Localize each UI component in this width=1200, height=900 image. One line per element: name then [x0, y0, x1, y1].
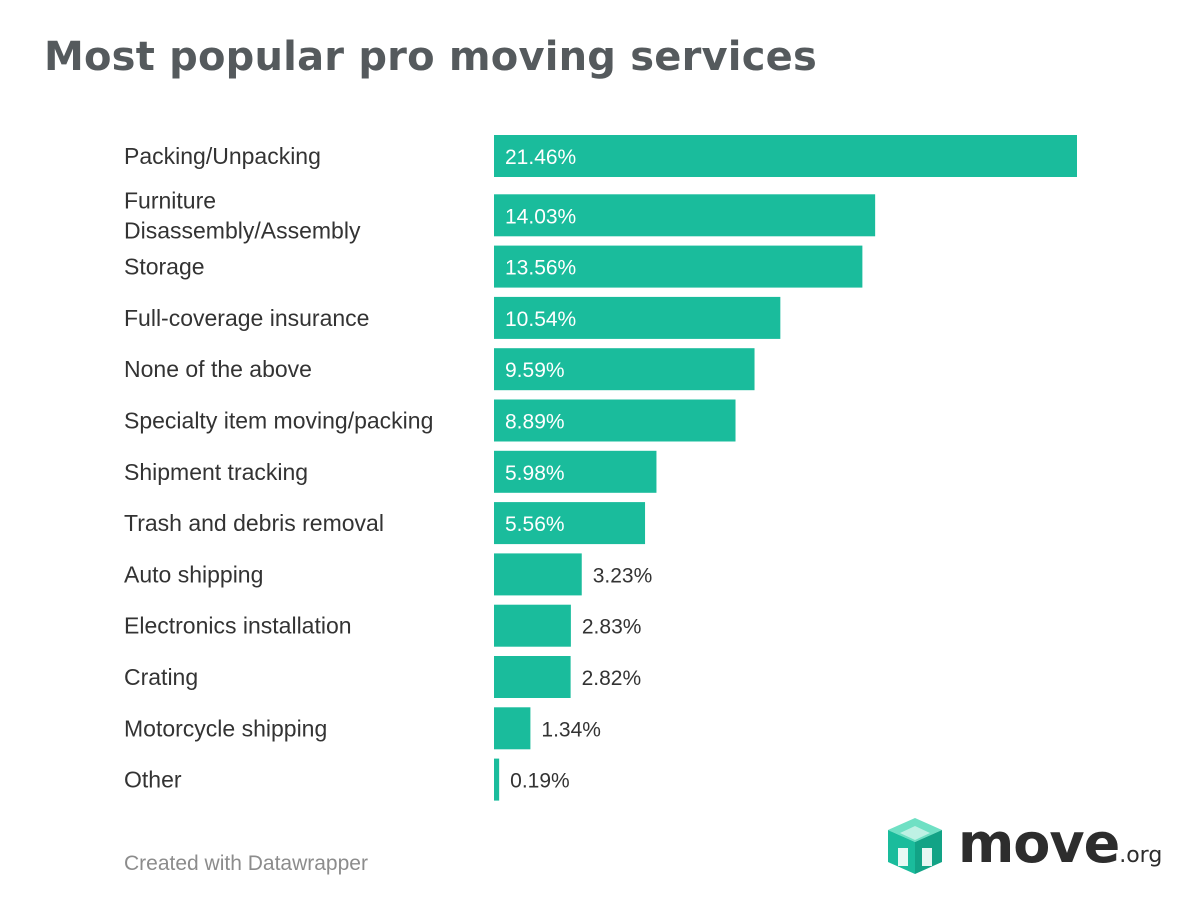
bar-motorcycle-shipping[interactable] [494, 707, 531, 750]
bar-packing-unpacking[interactable] [494, 135, 1077, 177]
value-label-other: 0.19% [510, 770, 570, 793]
value-label-trash-and-debris-removal: 5.56% [505, 513, 565, 536]
value-label-specialty-item-moving-packing: 8.89% [505, 411, 565, 434]
bar-auto-shipping[interactable] [494, 553, 582, 596]
category-label-other: Other [124, 767, 182, 793]
value-label-none-of-the-above: 9.59% [505, 359, 565, 382]
value-label-full-coverage-insurance: 10.54% [505, 308, 576, 331]
value-label-storage: 13.56% [505, 257, 576, 280]
datawrapper-credit[interactable]: Created with Datawrapper [124, 852, 368, 875]
value-label-shipment-tracking: 5.98% [505, 462, 565, 485]
bar-trash-and-debris-removal[interactable] [494, 502, 646, 545]
bar-crating[interactable] [494, 656, 571, 698]
value-label-crating: 2.82% [582, 667, 642, 690]
bar-shipment-tracking[interactable] [494, 450, 657, 493]
category-label-packing-unpacking: Packing/Unpacking [124, 143, 321, 169]
move-org-cube-icon [888, 818, 942, 874]
value-label-motorcycle-shipping: 1.34% [541, 718, 601, 741]
value-label-packing-unpacking: 21.46% [505, 146, 576, 169]
category-label-full-coverage-insurance: Full-coverage insurance [124, 305, 369, 331]
category-label-trash-and-debris-removal: Trash and debris removal [124, 510, 384, 536]
category-label-storage: Storage [124, 254, 205, 280]
bar-furniture-disassembly-assembly[interactable] [494, 194, 876, 237]
logo-wordmark: move.org [958, 812, 1162, 875]
logo-word: move [958, 812, 1120, 875]
chart-title: Most popular pro moving services [44, 34, 817, 80]
category-label-motorcycle-shipping: Motorcycle shipping [124, 715, 327, 741]
category-label-furniture-disassembly-assembly: Furniture Disassembly/Assembly [124, 187, 361, 243]
logo-tld: .org [1119, 843, 1163, 868]
category-label-auto-shipping: Auto shipping [124, 561, 263, 587]
category-label-crating: Crating [124, 664, 198, 690]
category-label-electronics-installation: Electronics installation [124, 613, 352, 639]
category-label-none-of-the-above: None of the above [124, 356, 312, 382]
bar-electronics-installation[interactable] [494, 604, 571, 647]
value-label-furniture-disassembly-assembly: 14.03% [505, 205, 576, 228]
move-org-logo[interactable]: move.org [884, 812, 1184, 882]
bar-storage[interactable] [494, 245, 863, 288]
category-label-specialty-item-moving-packing: Specialty item moving/packing [124, 408, 433, 434]
bar-full-coverage-insurance[interactable] [494, 296, 781, 339]
bar-specialty-item-moving-packing[interactable] [494, 399, 736, 442]
bar-chart: Packing/Unpacking 21.46% Furniture Disassem… [124, 135, 1077, 801]
value-label-auto-shipping: 3.23% [593, 564, 653, 587]
bar-other[interactable] [494, 758, 500, 801]
bar-none-of-the-above[interactable] [494, 348, 755, 391]
category-label-shipment-tracking: Shipment tracking [124, 459, 308, 485]
value-label-electronics-installation: 2.83% [582, 616, 642, 639]
